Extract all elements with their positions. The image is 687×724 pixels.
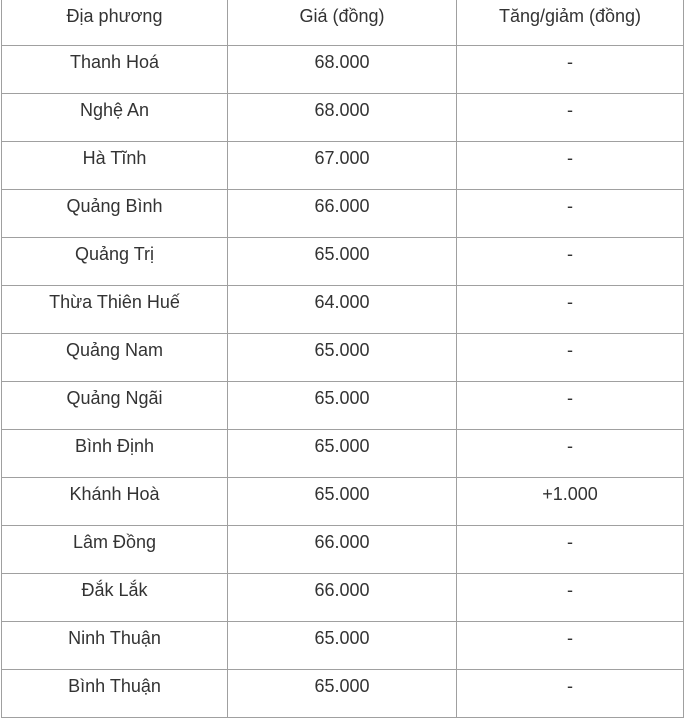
table-row: Quảng Nam 65.000- [1,333,684,382]
cell-price: 65.000 [227,477,457,526]
cell-change: - [456,93,684,142]
header-change: Tăng/giảm (đồng) [456,0,684,46]
cell-change: +1.000 [456,477,684,526]
table-row: Nghệ An 68.000- [1,93,684,142]
table-row: Bình Định 65.000- [1,429,684,478]
cell-change: - [456,189,684,238]
table-row: Quảng Bình 66.000- [1,189,684,238]
cell-change: - [456,381,684,430]
cell-region: Đắk Lắk [1,573,228,622]
header-region: Địa phương [1,0,228,46]
cell-region: Ninh Thuận [1,621,228,670]
cell-price: 65.000 [227,237,457,286]
cell-change: - [456,573,684,622]
cell-region: Quảng Trị [1,237,228,286]
cell-price: 68.000 [227,45,457,94]
cell-region: Bình Thuận [1,669,228,718]
cell-price: 65.000 [227,429,457,478]
table-row: Thừa Thiên Huế 64.000- [1,285,684,334]
cell-change: - [456,285,684,334]
table-row: Đắk Lắk 66.000- [1,573,684,622]
cell-region: Quảng Bình [1,189,228,238]
table-row: Hà Tĩnh 67.000- [1,141,684,190]
cell-region: Lâm Đồng [1,525,228,574]
cell-change: - [456,429,684,478]
cell-change: - [456,141,684,190]
cell-price: 66.000 [227,573,457,622]
cell-price: 66.000 [227,525,457,574]
cell-price: 68.000 [227,93,457,142]
cell-change: - [456,45,684,94]
cell-price: 65.000 [227,381,457,430]
cell-region: Bình Định [1,429,228,478]
cell-region: Nghệ An [1,93,228,142]
table-row: Ninh Thuận 65.000- [1,621,684,670]
cell-region: Hà Tĩnh [1,141,228,190]
cell-region: Khánh Hoà [1,477,228,526]
cell-price: 65.000 [227,669,457,718]
cell-region: Thừa Thiên Huế [1,285,228,334]
table-row: Quảng Ngãi 65.000- [1,381,684,430]
cell-region: Quảng Ngãi [1,381,228,430]
cell-price: 64.000 [227,285,457,334]
header-price: Giá (đồng) [227,0,457,46]
table-row: Bình Thuận 65.000- [1,669,684,718]
cell-region: Quảng Nam [1,333,228,382]
cell-change: - [456,621,684,670]
cell-price: 67.000 [227,141,457,190]
table-row: Lâm Đồng 66.000- [1,525,684,574]
table-row: Quảng Trị 65.000- [1,237,684,286]
cell-price: 65.000 [227,621,457,670]
cell-change: - [456,237,684,286]
cell-change: - [456,333,684,382]
cell-price: 65.000 [227,333,457,382]
cell-price: 66.000 [227,189,457,238]
cell-change: - [456,669,684,718]
cell-region: Thanh Hoá [1,45,228,94]
cell-change: - [456,525,684,574]
table-row: Khánh Hoà 65.000 +1.000 [1,477,684,526]
header-row: Địa phương Giá (đồng) Tăng/giảm (đồng) [1,0,684,46]
table-row: Thanh Hoá 68.000- [1,45,684,94]
